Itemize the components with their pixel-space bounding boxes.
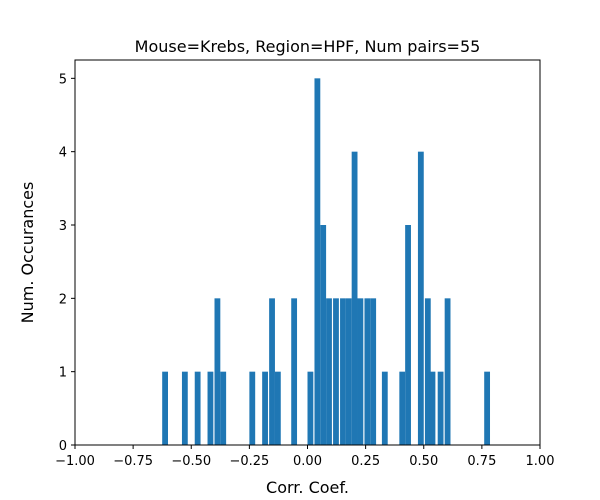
histogram-bar: [326, 298, 332, 445]
histogram-bar: [351, 151, 358, 445]
y-tick-label: 1: [59, 366, 67, 381]
y-tick-label: 4: [59, 146, 67, 161]
histogram-bar: [181, 371, 188, 445]
histogram-bar: [405, 225, 411, 445]
y-axis-label: Num. Occurances: [18, 182, 37, 324]
histogram-bar: [417, 151, 424, 445]
x-tick-label: 0.50: [409, 454, 438, 469]
histogram-bar: [381, 371, 388, 445]
y-tick-label: 0: [59, 439, 67, 454]
x-tick-label: 1.00: [526, 454, 555, 469]
histogram-bar: [269, 298, 275, 445]
x-tick-label: 0.25: [351, 454, 380, 469]
y-tick-label: 5: [59, 72, 67, 87]
histogram-bar: [262, 371, 268, 445]
histogram-bar: [320, 225, 327, 445]
histogram-bar: [194, 371, 201, 445]
histogram-bar: [444, 298, 451, 445]
histogram-bar: [220, 371, 227, 445]
histogram-bar: [357, 298, 364, 445]
histogram-bar: [274, 371, 281, 445]
histogram-bar: [370, 298, 377, 445]
x-axis-ticks: −1.00 −0.75 −0.50 −0.25 0.00 0.25 0.50 0.75 1.00: [55, 445, 554, 469]
x-tick-label: −0.50: [171, 454, 211, 469]
histogram-bar: [307, 371, 314, 445]
histogram-bar: [162, 371, 168, 445]
x-tick-label: 0.00: [293, 454, 322, 469]
histogram-bar: [399, 371, 406, 445]
histogram-bar: [291, 298, 298, 445]
histogram-bar: [424, 298, 431, 445]
histogram-bar: [484, 371, 491, 445]
histogram-bar: [333, 298, 339, 445]
histogram-bar: [437, 371, 444, 445]
x-tick-label: −1.00: [55, 454, 95, 469]
histogram-bar: [345, 298, 352, 445]
histogram-bar: [364, 298, 371, 445]
x-tick-label: −0.75: [113, 454, 153, 469]
histogram-bar: [340, 298, 346, 445]
chart-title: Mouse=Krebs, Region=HPF, Num pairs=55: [135, 37, 481, 56]
x-tick-label: −0.25: [229, 454, 269, 469]
histogram-bar: [249, 371, 256, 445]
histogram-bar: [429, 371, 436, 445]
histogram-bars: [162, 78, 491, 445]
histogram-bar: [314, 78, 321, 445]
histogram-bar: [214, 298, 221, 445]
y-axis-ticks: 0 1 2 3 4 5: [59, 72, 75, 454]
y-tick-label: 3: [59, 219, 67, 234]
x-axis-label: Corr. Coef.: [266, 478, 349, 497]
histogram-bar: [207, 371, 214, 445]
x-tick-label: 0.75: [467, 454, 496, 469]
y-tick-label: 2: [59, 292, 67, 307]
